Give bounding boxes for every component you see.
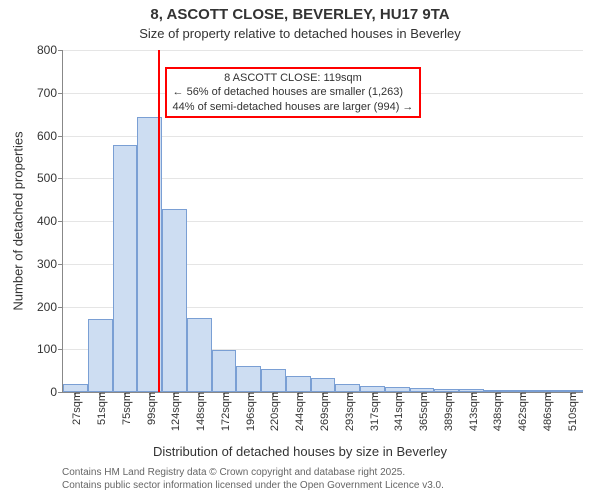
x-tick-label: 196sqm <box>241 392 257 431</box>
annotation-line-3: 44% of semi-detached houses are larger (… <box>173 100 414 114</box>
chart-subtitle: Size of property relative to detached ho… <box>0 26 600 41</box>
marker-line <box>158 50 160 392</box>
x-tick-label: 462sqm <box>513 392 529 431</box>
x-tick-label: 220sqm <box>265 392 281 431</box>
attribution-line-2: Contains public sector information licen… <box>62 479 444 492</box>
x-tick-label: 124sqm <box>166 392 182 431</box>
x-tick-label: 438sqm <box>488 392 504 431</box>
attribution-line-1: Contains HM Land Registry data © Crown c… <box>62 466 444 479</box>
histogram-bar <box>113 145 138 392</box>
y-tick-label: 200 <box>37 300 63 314</box>
histogram-bar <box>335 384 360 392</box>
x-tick-label: 293sqm <box>340 392 356 431</box>
x-tick-label: 486sqm <box>538 392 554 431</box>
chart-title: 8, ASCOTT CLOSE, BEVERLEY, HU17 9TA <box>0 6 600 23</box>
y-tick-label: 400 <box>37 214 63 228</box>
y-tick-label: 100 <box>37 342 63 356</box>
histogram-bar <box>162 209 187 392</box>
histogram-bar <box>311 378 336 392</box>
x-tick-label: 341sqm <box>389 392 405 431</box>
y-tick-label: 700 <box>37 86 63 100</box>
histogram-bar <box>88 319 113 392</box>
attribution-text: Contains HM Land Registry data © Crown c… <box>62 466 444 492</box>
x-tick-label: 510sqm <box>563 392 579 431</box>
x-tick-label: 27sqm <box>67 392 83 425</box>
x-tick-label: 75sqm <box>117 392 133 425</box>
annotation-line-1: 8 ASCOTT CLOSE: 119sqm <box>173 71 414 85</box>
histogram-bar <box>212 350 237 392</box>
x-tick-label: 365sqm <box>414 392 430 431</box>
annotation-line-2: ← 56% of detached houses are smaller (1,… <box>173 85 414 99</box>
histogram-bar <box>286 376 311 392</box>
x-tick-label: 148sqm <box>191 392 207 431</box>
histogram-bar <box>236 366 261 392</box>
y-tick-label: 800 <box>37 43 63 57</box>
y-tick-label: 600 <box>37 129 63 143</box>
x-tick-label: 99sqm <box>142 392 158 425</box>
plot-area: 010020030040050060070080027sqm51sqm75sqm… <box>62 50 583 393</box>
y-tick-label: 0 <box>50 385 63 399</box>
histogram-bar <box>63 384 88 392</box>
y-tick-label: 300 <box>37 257 63 271</box>
x-tick-label: 317sqm <box>365 392 381 431</box>
histogram-bar <box>261 369 286 392</box>
x-tick-label: 413sqm <box>464 392 480 431</box>
x-tick-label: 389sqm <box>439 392 455 431</box>
chart-container: { "chart": { "type": "histogram", "title… <box>0 0 600 500</box>
annotation-box: 8 ASCOTT CLOSE: 119sqm← 56% of detached … <box>165 67 422 118</box>
x-tick-label: 269sqm <box>315 392 331 431</box>
y-axis-label: Number of detached properties <box>11 131 26 310</box>
grid-line <box>63 50 583 51</box>
x-tick-label: 244sqm <box>290 392 306 431</box>
histogram-bar <box>187 318 212 392</box>
y-tick-label: 500 <box>37 171 63 185</box>
x-tick-label: 51sqm <box>92 392 108 425</box>
x-axis-label: Distribution of detached houses by size … <box>0 444 600 459</box>
x-tick-label: 172sqm <box>216 392 232 431</box>
